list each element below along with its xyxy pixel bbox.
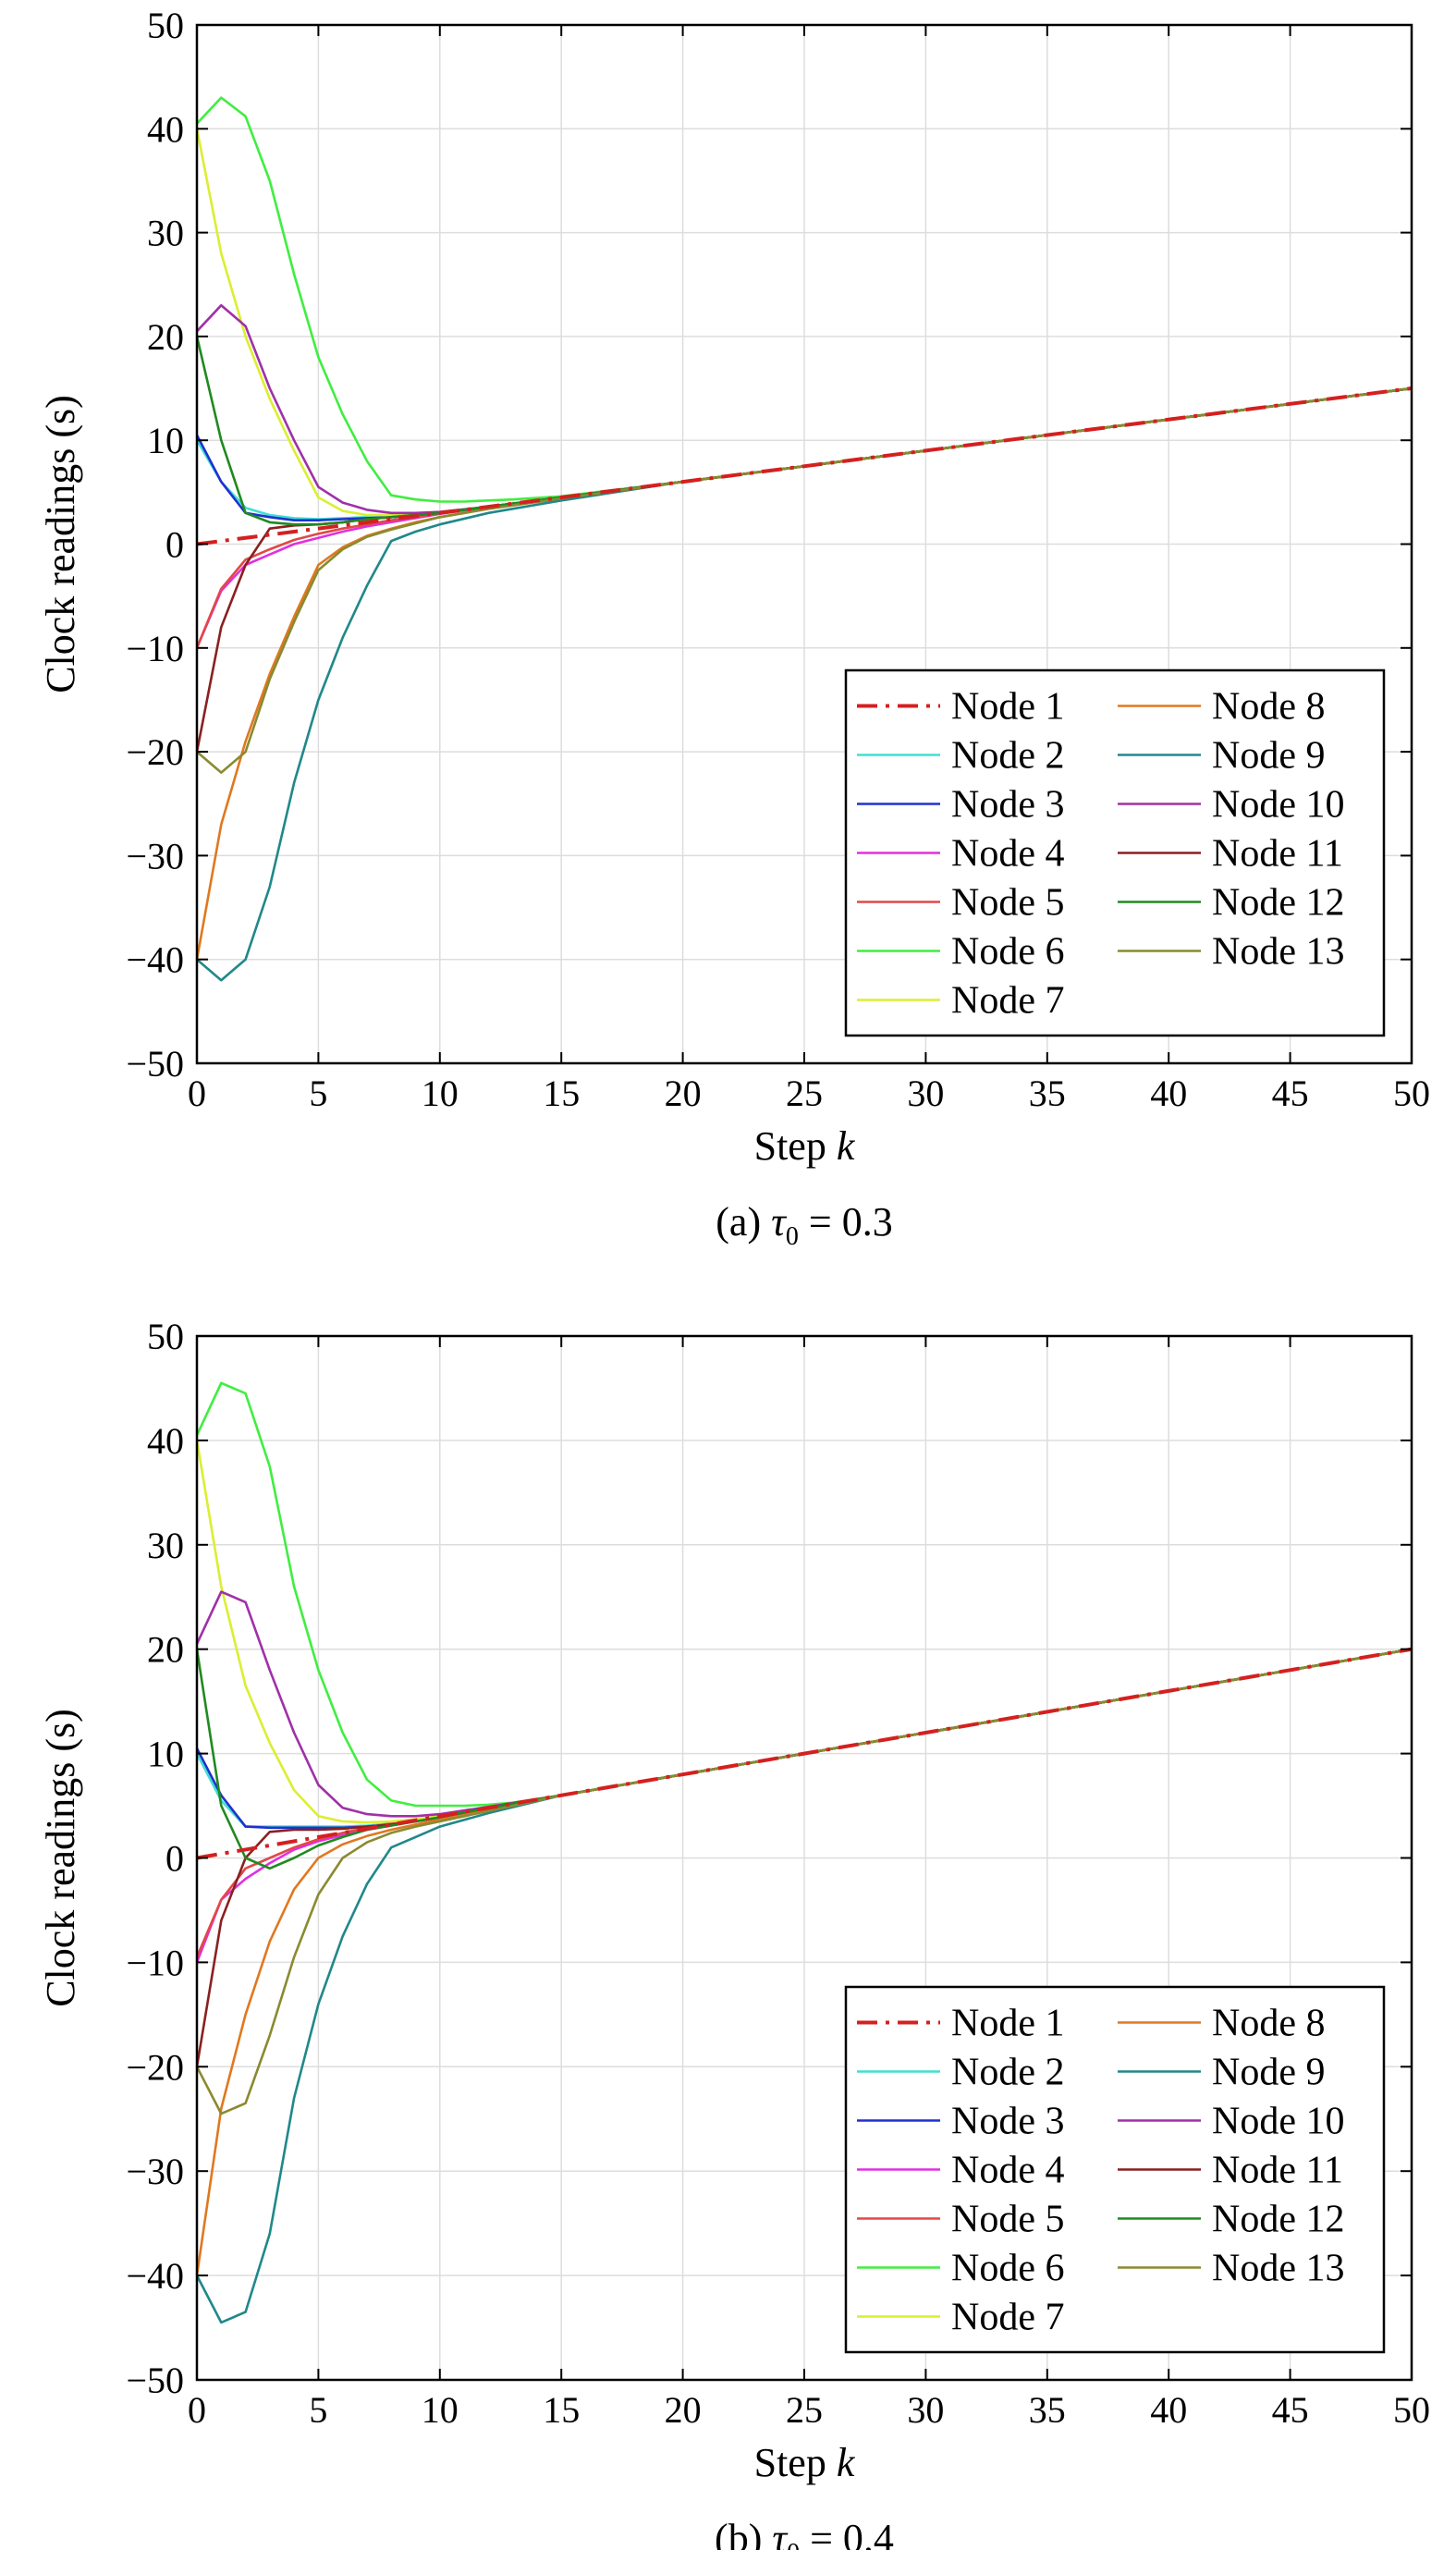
y-tick-label-a: 50 <box>147 5 184 46</box>
x-tick-label-b: 35 <box>1029 2389 1066 2431</box>
legend-label-b-node-10: Node 10 <box>1212 2101 1344 2143</box>
legend-label-a-node-6: Node 6 <box>951 931 1064 974</box>
legend-b: Node 1 Node 2 Node 3 Node 4 Node 5 Node 6 Node… <box>844 1985 1386 2354</box>
legend-label-b-node-13: Node 13 <box>1212 2248 1344 2290</box>
x-tick-label-b: 40 <box>1150 2389 1187 2431</box>
legend-a: Node 1 Node 2 Node 3 Node 4 Node 5 Node 6 Node… <box>844 668 1386 1037</box>
x-tick-label-a: 25 <box>786 1073 823 1114</box>
x-tick-label-a: 0 <box>188 1073 206 1114</box>
y-tick-label-b: −10 <box>126 1942 184 1983</box>
x-tick-label-b: 15 <box>543 2389 580 2431</box>
legend-label-b-node-4: Node 4 <box>951 2150 1064 2192</box>
x-tick-label-a: 30 <box>907 1073 944 1114</box>
legend-label-a-node-5: Node 5 <box>951 882 1064 925</box>
legend-label-b-node-8: Node 8 <box>1212 2003 1325 2045</box>
caption-b: (b) τ0 = 0.4 <box>715 2516 894 2550</box>
legend-label-b-node-3: Node 3 <box>951 2101 1064 2143</box>
x-tick-label-b: 0 <box>188 2389 206 2431</box>
x-tick-label-b: 30 <box>907 2389 944 2431</box>
legend-label-a-node-2: Node 2 <box>951 735 1064 778</box>
y-tick-label-a: 0 <box>165 524 184 566</box>
legend-label-a-node-1: Node 1 <box>951 686 1064 729</box>
x-axis-label-b: Step k <box>754 2440 856 2485</box>
y-tick-label-b: 10 <box>147 1734 184 1775</box>
ticks-b: 0 5 10 15 20 25 30 35 40 45 50 −50 −40 −30 −20 −10 0 10 20… <box>126 1316 1430 2431</box>
legend-label-a-node-13: Node 13 <box>1212 931 1344 974</box>
x-tick-label-a: 40 <box>1150 1073 1187 1114</box>
y-tick-label-a: 20 <box>147 316 184 358</box>
x-axis-label-a: Step k <box>754 1123 856 1169</box>
y-tick-label-a: 40 <box>147 108 184 150</box>
x-tick-label-b: 5 <box>309 2389 327 2431</box>
y-axis-label-a: Clock readings (s) <box>38 395 83 693</box>
x-tick-label-b: 20 <box>665 2389 702 2431</box>
legend-label-b-node-1: Node 1 <box>951 2003 1064 2045</box>
y-tick-label-a: −50 <box>126 1043 184 1085</box>
series-lines-b <box>195 1381 1413 2324</box>
y-axis-label-b: Clock readings (s) <box>38 1709 83 2007</box>
x-tick-label-b: 10 <box>422 2389 459 2431</box>
y-tick-label-a: −40 <box>126 939 184 981</box>
x-tick-label-a: 35 <box>1029 1073 1066 1114</box>
legend-label-b-node-6: Node 6 <box>951 2248 1064 2290</box>
legend-label-a-node-11: Node 11 <box>1212 833 1343 876</box>
legend-label-a-node-10: Node 10 <box>1212 784 1344 827</box>
ticks-a: 0 5 10 15 20 25 30 35 40 45 50 −50 −40 −30 −20 −10 0 10 20… <box>126 5 1430 1114</box>
y-tick-label-a: 30 <box>147 213 184 254</box>
y-tick-label-a: −20 <box>126 731 184 773</box>
legend-label-a-node-4: Node 4 <box>951 833 1064 876</box>
series-line-a-node-1 <box>196 386 1413 546</box>
legend-label-a-node-3: Node 3 <box>951 784 1064 827</box>
legend-label-b-node-7: Node 7 <box>951 2297 1064 2339</box>
y-tick-label-b: 40 <box>147 1420 184 1462</box>
y-tick-label-b: 0 <box>165 1838 184 1880</box>
y-tick-label-a: 10 <box>147 420 184 461</box>
legend-label-a-node-7: Node 7 <box>951 980 1064 1023</box>
x-tick-label-a: 5 <box>309 1073 327 1114</box>
y-tick-label-b: −20 <box>126 2046 184 2088</box>
series-line-b-node-1 <box>196 1647 1413 1860</box>
legend-label-b-node-2: Node 2 <box>951 2052 1064 2094</box>
x-tick-label-a: 20 <box>665 1073 702 1114</box>
y-tick-label-b: −50 <box>126 2360 184 2401</box>
x-tick-label-b: 50 <box>1393 2389 1430 2431</box>
y-tick-label-b: 50 <box>147 1316 184 1357</box>
legend-label-a-node-9: Node 9 <box>1212 735 1325 778</box>
x-tick-label-a: 15 <box>543 1073 580 1114</box>
legend-label-b-node-5: Node 5 <box>951 2199 1064 2241</box>
series-lines-a <box>195 96 1413 982</box>
legend-label-a-node-12: Node 12 <box>1212 882 1344 925</box>
y-tick-label-b: −40 <box>126 2255 184 2297</box>
legend-label-b-node-9: Node 9 <box>1212 2052 1325 2094</box>
x-tick-label-a: 45 <box>1272 1073 1309 1114</box>
chart-panel-a: 0 5 10 15 20 25 30 35 40 45 50 −50 −40 −30 −20 −10 0 10 20… <box>38 5 1430 1251</box>
caption-a: (a) τ0 = 0.3 <box>716 1199 892 1251</box>
legend-label-b-node-11: Node 11 <box>1212 2150 1343 2192</box>
x-tick-label-a: 50 <box>1393 1073 1430 1114</box>
x-tick-label-a: 10 <box>422 1073 459 1114</box>
y-tick-label-a: −30 <box>126 835 184 877</box>
y-tick-label-b: 30 <box>147 1525 184 1566</box>
y-tick-label-a: −10 <box>126 628 184 669</box>
y-tick-label-b: −30 <box>126 2151 184 2192</box>
y-tick-label-b: 20 <box>147 1629 184 1671</box>
chart-panel-b: 0 5 10 15 20 25 30 35 40 45 50 −50 −40 −30 −20 −10 0 10 20… <box>38 1316 1430 2550</box>
legend-label-b-node-12: Node 12 <box>1212 2199 1344 2241</box>
x-tick-label-b: 25 <box>786 2389 823 2431</box>
legend-label-a-node-8: Node 8 <box>1212 686 1325 729</box>
x-tick-label-b: 45 <box>1272 2389 1309 2431</box>
